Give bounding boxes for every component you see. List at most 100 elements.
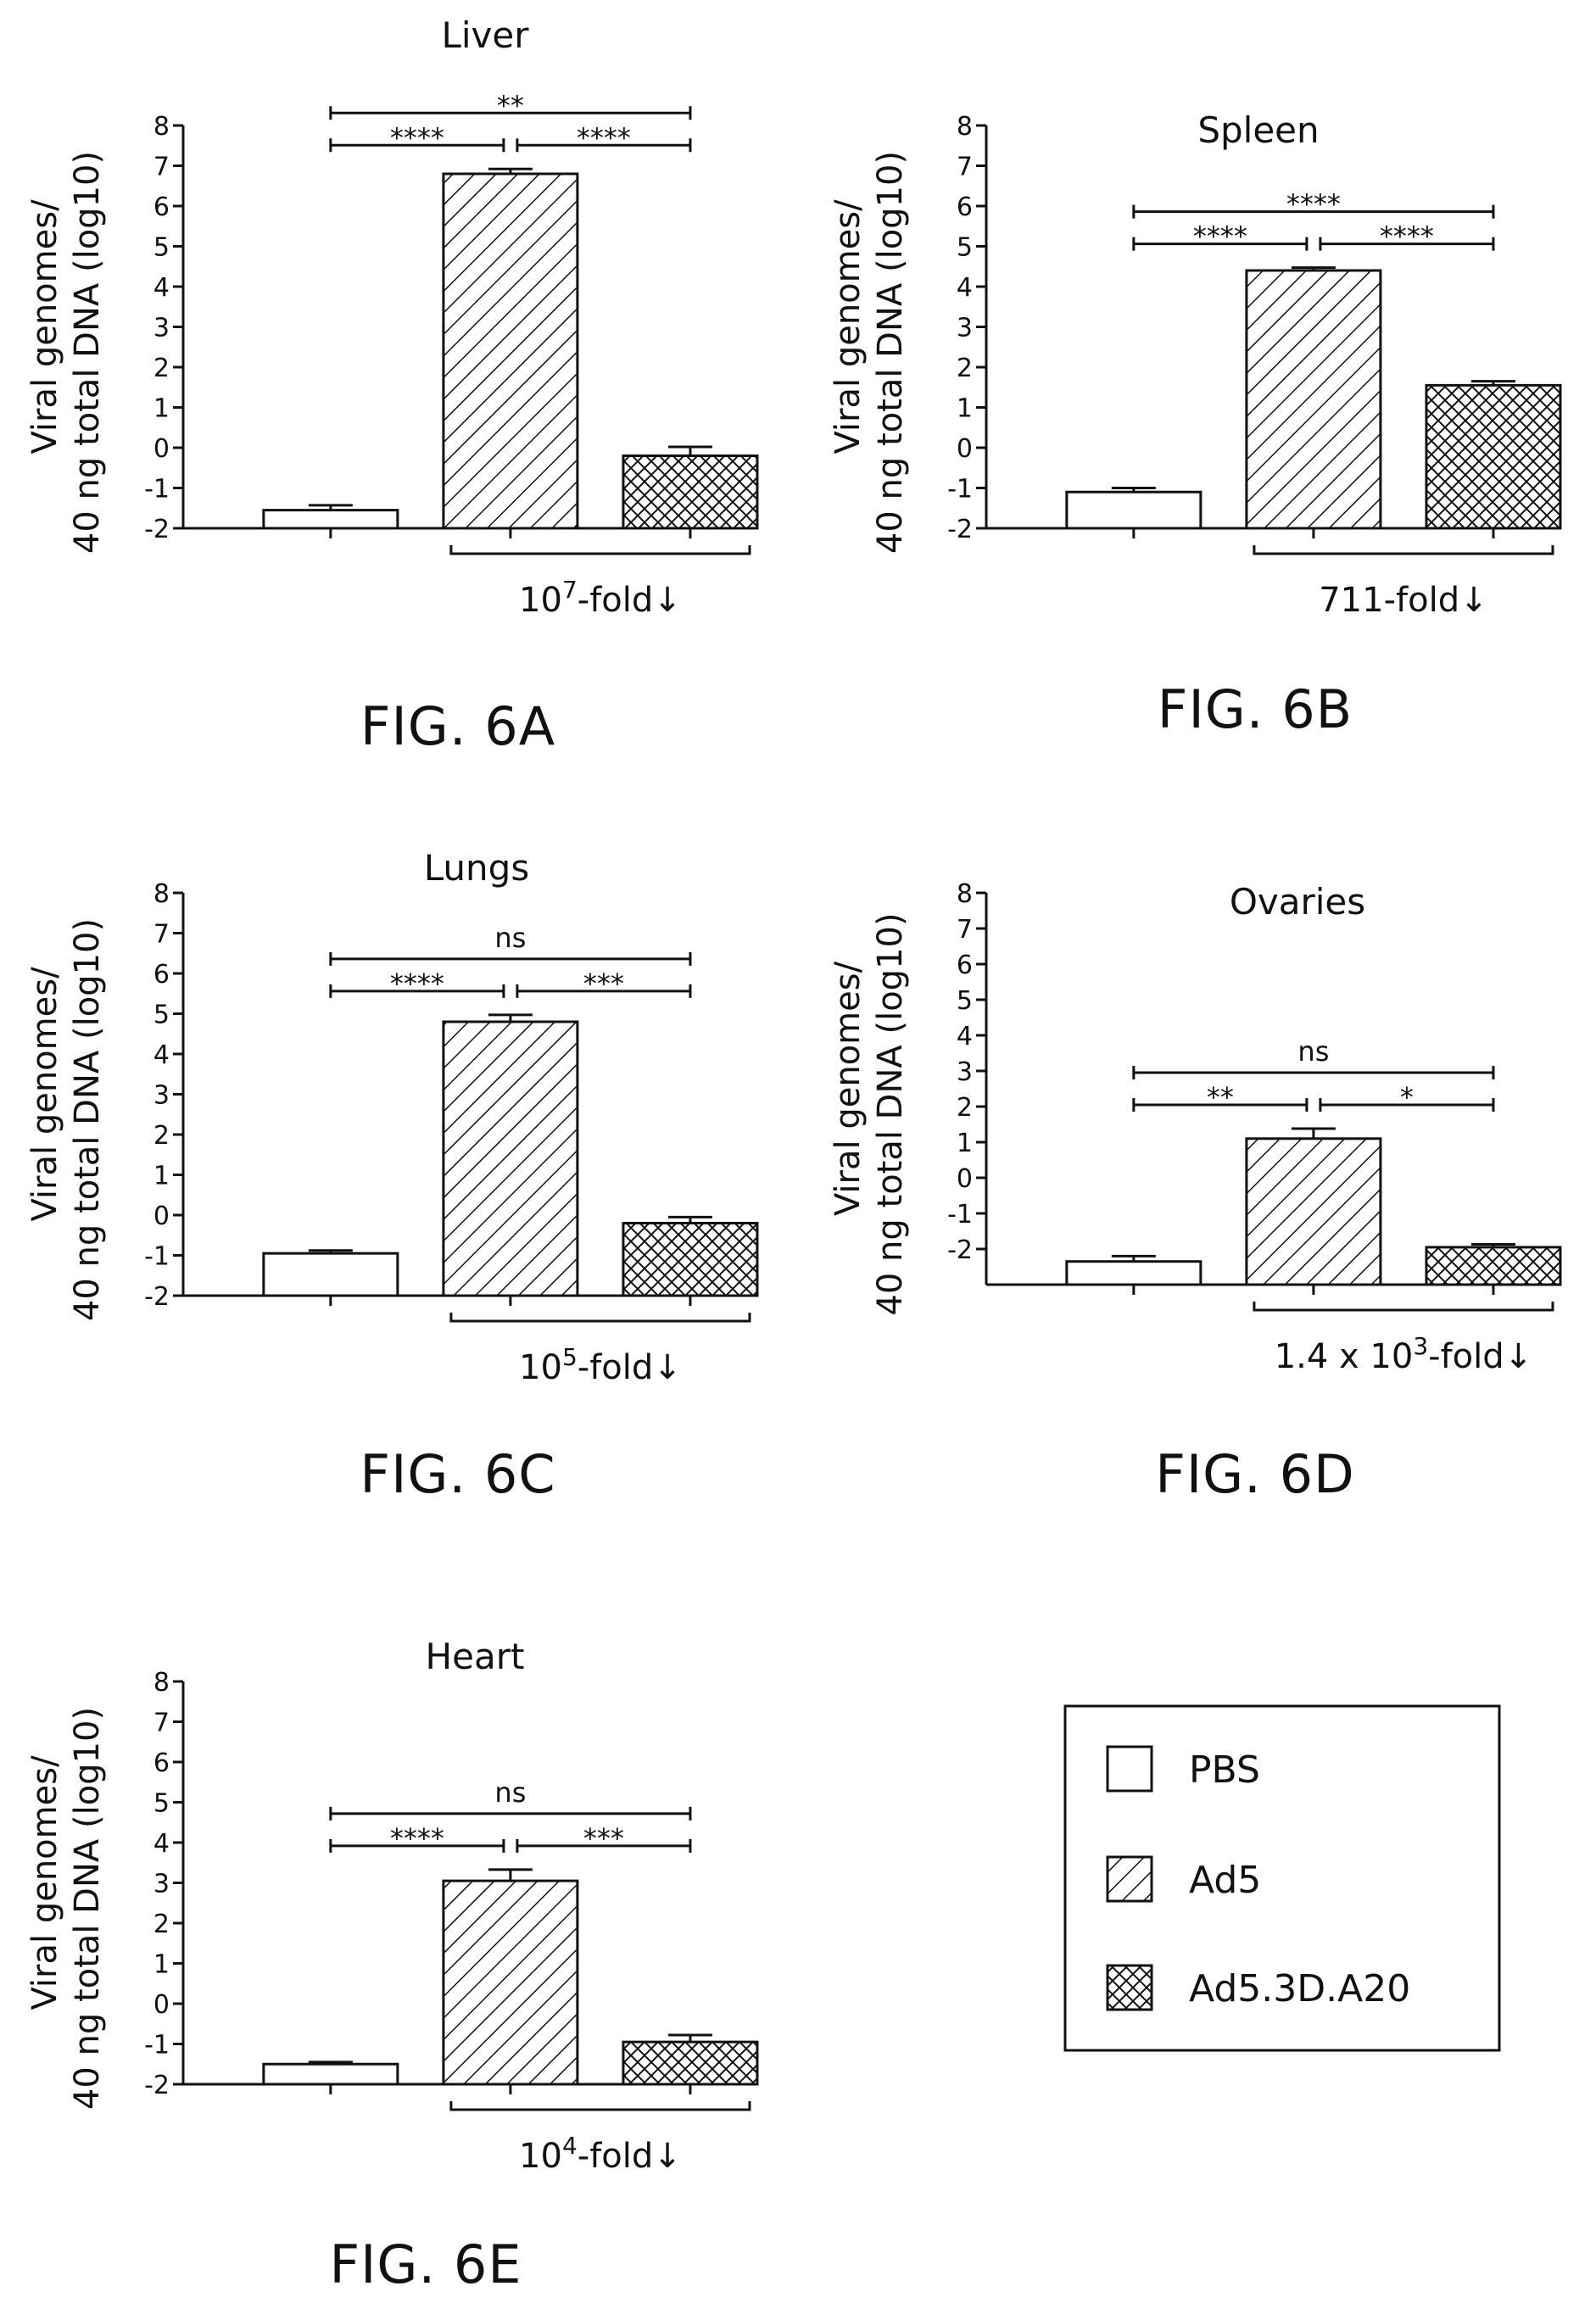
significance-label-lungs: **** bbox=[390, 967, 444, 1000]
error-bar-lungs bbox=[667, 1215, 712, 1224]
significance-bracket-liver bbox=[516, 138, 692, 153]
error-bar-heart bbox=[667, 2033, 712, 2043]
significance-bracket-heart bbox=[516, 1838, 692, 1853]
error-bar-liver bbox=[488, 167, 533, 174]
y-tick-label-heart: 6 bbox=[153, 1748, 170, 1778]
significance-bracket-ovaries bbox=[1132, 1066, 1495, 1080]
chart-title-spleen: Spleen bbox=[1197, 109, 1319, 151]
y-tick-label-ovaries: 1 bbox=[957, 1129, 973, 1158]
fold-change-label-spleen: 711-fold↓ bbox=[1319, 581, 1487, 620]
significance-bracket-heart bbox=[329, 1806, 692, 1821]
fold-change-brace-spleen bbox=[1253, 545, 1554, 555]
significance-label-liver: **** bbox=[577, 121, 631, 153]
chart-lungs: Lungs Viral genomes/40 ng total DNA (log1… bbox=[25, 847, 759, 1505]
y-tick-label-spleen: 2 bbox=[957, 354, 973, 383]
y-tick-label-heart: 2 bbox=[153, 1910, 170, 1939]
legend-swatch-ad5 bbox=[1106, 1855, 1153, 1903]
significance-label-liver: ** bbox=[497, 89, 524, 121]
significance-bracket-ovaries bbox=[1319, 1098, 1495, 1112]
y-tick-label-spleen: 4 bbox=[957, 273, 973, 303]
legend: PBS Ad5 Ad5.3D.A20 bbox=[1063, 1704, 1501, 2052]
bar-ovaries-ad5-3d-a20 bbox=[1425, 1246, 1562, 1286]
chart-title-lungs: Lungs bbox=[424, 847, 529, 889]
fold-change-brace-heart bbox=[449, 2101, 751, 2111]
chart-title-heart: Heart bbox=[426, 1636, 525, 1677]
chart-title-liver: Liver bbox=[441, 14, 529, 56]
significance-bracket-ovaries bbox=[1132, 1098, 1309, 1112]
bar-heart-pbs bbox=[262, 2062, 399, 2086]
y-tick-label-liver: -2 bbox=[144, 515, 170, 544]
chart-title-ovaries: Ovaries bbox=[1230, 881, 1365, 923]
bar-spleen-ad5 bbox=[1245, 269, 1382, 530]
legend-label-pbs: PBS bbox=[1189, 1748, 1260, 1792]
y-tick-label-lungs: 0 bbox=[153, 1202, 170, 1231]
bar-spleen-ad5-3d-a20 bbox=[1425, 383, 1562, 530]
significance-label-ovaries: * bbox=[1400, 1081, 1414, 1113]
y-tick-label-liver: 1 bbox=[153, 394, 170, 424]
y-axis-label-lungs-line2: 40 ng total DNA (log10) bbox=[68, 918, 107, 1321]
y-tick-label-lungs: -2 bbox=[144, 1282, 170, 1312]
fold-change-brace-liver bbox=[449, 545, 751, 555]
chart-liver: Liver Viral genomes/40 ng total DNA (log1… bbox=[25, 14, 759, 757]
y-tick-label-ovaries: 7 bbox=[957, 915, 973, 945]
y-tick-label-lungs: 4 bbox=[153, 1040, 170, 1070]
significance-label-lungs: ns bbox=[494, 922, 526, 954]
y-tick-label-ovaries: 4 bbox=[957, 1022, 973, 1051]
error-bar-ovaries bbox=[1291, 1127, 1336, 1139]
y-tick-label-heart: 0 bbox=[153, 1990, 170, 2020]
y-tick-label-spleen: 1 bbox=[957, 394, 973, 424]
error-bar-spleen bbox=[1111, 487, 1156, 493]
significance-label-spleen: **** bbox=[1193, 220, 1247, 253]
y-tick-label-heart: 4 bbox=[153, 1829, 170, 1859]
error-bar-lungs bbox=[488, 1013, 533, 1022]
figure-label-heart: FIG. 6E bbox=[329, 2233, 522, 2295]
y-axis-label-heart-line1: Viral genomes/ bbox=[25, 1755, 64, 2010]
error-bar-ovaries bbox=[1111, 1254, 1156, 1262]
y-tick-label-spleen: 6 bbox=[957, 192, 973, 222]
significance-bracket-lungs bbox=[516, 984, 692, 998]
significance-label-ovaries: ns bbox=[1297, 1035, 1329, 1068]
y-tick-label-lungs: 8 bbox=[153, 879, 170, 909]
y-axis-label-spleen-line1: Viral genomes/ bbox=[829, 199, 868, 454]
significance-bracket-spleen bbox=[1319, 237, 1495, 251]
figure-label-lungs: FIG. 6C bbox=[360, 1443, 555, 1505]
error-bar-heart bbox=[488, 1868, 533, 1882]
y-tick-label-liver: -1 bbox=[144, 475, 170, 505]
bar-lungs-ad5-3d-a20 bbox=[622, 1222, 759, 1297]
legend-label-ad5-3d-a20: Ad5.3D.A20 bbox=[1189, 1967, 1410, 2010]
legend-item-pbs: PBS bbox=[1106, 1745, 1260, 1793]
significance-bracket-spleen bbox=[1132, 237, 1309, 251]
y-tick-label-spleen: 7 bbox=[957, 153, 973, 182]
error-bar-liver bbox=[308, 504, 353, 510]
y-tick-label-spleen: 5 bbox=[957, 233, 973, 263]
significance-label-heart: **** bbox=[390, 1822, 444, 1854]
y-tick-label-ovaries: 6 bbox=[957, 951, 973, 980]
y-tick-label-ovaries: 0 bbox=[957, 1164, 973, 1194]
legend-item-ad5: Ad5 bbox=[1106, 1855, 1261, 1903]
error-bar-ovaries bbox=[1470, 1243, 1515, 1247]
legend-label-ad5: Ad5 bbox=[1189, 1859, 1261, 1902]
bar-heart-ad5-3d-a20 bbox=[622, 2040, 759, 2086]
y-tick-label-lungs: -1 bbox=[144, 1242, 170, 1272]
y-tick-label-liver: 5 bbox=[153, 233, 170, 263]
fold-change-label-ovaries: 1.4 x 103-fold↓ bbox=[1275, 1332, 1532, 1376]
fold-change-brace-lungs bbox=[449, 1313, 751, 1323]
bar-liver-ad5-3d-a20 bbox=[622, 454, 759, 530]
bar-lungs-ad5 bbox=[442, 1020, 579, 1297]
significance-bracket-spleen bbox=[1132, 204, 1495, 219]
bar-spleen-pbs bbox=[1065, 490, 1203, 530]
y-axis-label-lungs-line1: Viral genomes/ bbox=[25, 967, 64, 1222]
y-tick-label-liver: 8 bbox=[153, 112, 170, 142]
figure-label-ovaries: FIG. 6D bbox=[1155, 1443, 1355, 1505]
bar-ovaries-ad5 bbox=[1245, 1137, 1382, 1286]
y-tick-label-heart: 8 bbox=[153, 1668, 170, 1698]
y-axis-label-liver-line1: Viral genomes/ bbox=[25, 199, 64, 454]
error-bar-heart bbox=[308, 2060, 353, 2065]
bar-ovaries-pbs bbox=[1065, 1260, 1203, 1286]
y-tick-label-lungs: 3 bbox=[153, 1081, 170, 1111]
bar-liver-ad5 bbox=[442, 172, 579, 530]
error-bar-spleen bbox=[1470, 380, 1515, 386]
y-tick-label-liver: 7 bbox=[153, 153, 170, 182]
y-tick-label-liver: 2 bbox=[153, 354, 170, 383]
